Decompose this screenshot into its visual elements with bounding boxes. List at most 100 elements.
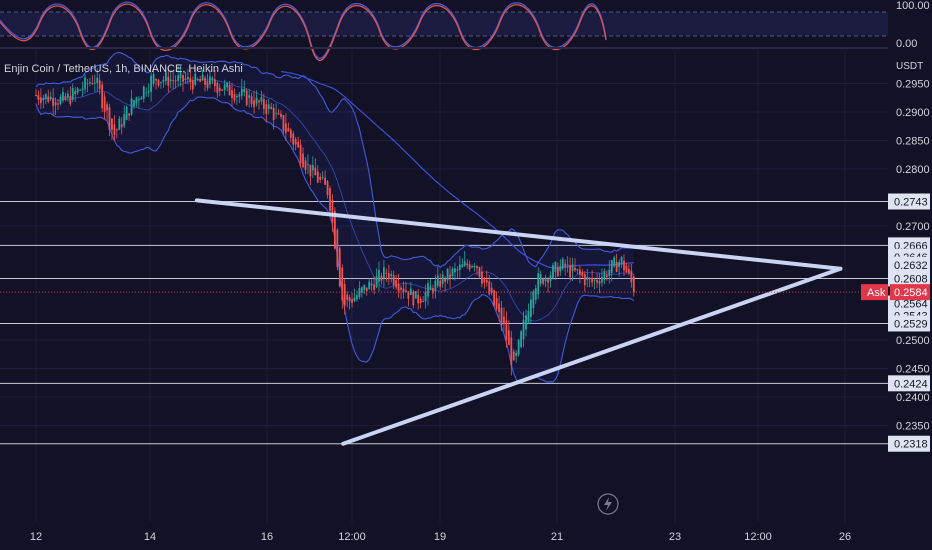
candle-body xyxy=(500,307,503,326)
candle-body xyxy=(140,97,143,100)
candle-body xyxy=(79,89,81,91)
candle-body xyxy=(231,90,233,98)
candle-body xyxy=(206,81,209,88)
candle-body xyxy=(275,112,277,114)
candle-body xyxy=(35,94,37,96)
candle-body xyxy=(157,79,160,86)
candle-body xyxy=(446,268,449,281)
candle-body xyxy=(108,107,111,131)
candle-body xyxy=(311,165,314,171)
candle-body xyxy=(395,280,398,288)
candle-body xyxy=(103,96,106,113)
candle-body xyxy=(556,266,559,276)
candle-body xyxy=(314,167,317,176)
candle-body xyxy=(172,80,175,82)
candle-body xyxy=(89,82,91,84)
candle-body xyxy=(385,272,388,274)
chart-symbol-title: Enjin Coin / TetherUS, 1h, BINANCE, Heik… xyxy=(4,63,243,75)
candle-body xyxy=(133,100,135,107)
candle-body xyxy=(280,113,282,117)
candle-body xyxy=(309,164,312,177)
candle-body xyxy=(419,299,422,304)
candle-body xyxy=(390,274,393,277)
candle-body xyxy=(81,88,84,91)
candle-body xyxy=(248,95,251,98)
candle-body xyxy=(147,91,150,93)
candle-body xyxy=(630,270,633,283)
candle-body xyxy=(297,141,300,148)
candle-body xyxy=(96,77,99,83)
candle-body xyxy=(351,299,353,304)
oscillator-band xyxy=(0,12,888,36)
time-axis[interactable]: 12 14 16 12:00 19 21 23 12:00 26 xyxy=(30,531,851,543)
candle-body xyxy=(429,286,432,290)
candle-body xyxy=(162,79,165,83)
candle-body xyxy=(356,295,358,300)
candle-body xyxy=(177,75,179,81)
candle-body xyxy=(299,144,302,163)
candle-body xyxy=(201,74,204,81)
candle-body xyxy=(228,84,231,96)
candle-body xyxy=(605,275,608,277)
candle-body xyxy=(449,274,451,278)
candle-body xyxy=(505,320,508,341)
candle-body xyxy=(583,274,586,286)
candle-body xyxy=(277,113,280,115)
candle-body xyxy=(69,95,72,104)
candle-body xyxy=(307,164,309,166)
price-axis[interactable]: 0.2950 0.2900 0.2850 0.2800 0.2700 0.2500 0.24… xyxy=(896,79,930,433)
candle-body xyxy=(485,280,488,283)
candle-body xyxy=(400,287,402,290)
price-tick-label: 0.2500 xyxy=(896,335,930,347)
price-tick-label: 0.2850 xyxy=(896,136,930,148)
candle-body xyxy=(476,266,478,269)
triangle-pattern[interactable] xyxy=(194,198,843,446)
candle-body xyxy=(302,153,304,168)
candle-body xyxy=(603,271,606,280)
live-indicator[interactable] xyxy=(597,493,619,515)
time-tick-label: 12:00 xyxy=(338,531,366,543)
live-indicator-ring xyxy=(597,493,619,515)
candle-body xyxy=(530,299,532,317)
candle-body xyxy=(527,310,530,323)
candle-body xyxy=(164,72,167,82)
candle-body xyxy=(343,283,346,306)
candle-body xyxy=(473,266,476,268)
candle-body xyxy=(253,100,255,108)
candle-body xyxy=(478,267,481,277)
candle-body xyxy=(598,281,601,284)
candle-body xyxy=(387,273,390,279)
candle-body xyxy=(632,276,635,293)
candle-body xyxy=(49,96,52,100)
time-tick-label: 19 xyxy=(434,531,446,543)
candle-body xyxy=(407,291,410,299)
candle-body xyxy=(588,278,591,280)
candle-body xyxy=(115,129,118,131)
price-pane-divider xyxy=(0,47,932,49)
candle-body xyxy=(47,96,50,102)
candle-body xyxy=(451,268,454,277)
price-level-box xyxy=(888,375,930,392)
candle-body xyxy=(44,94,47,100)
candle-body xyxy=(596,280,598,283)
candle-body xyxy=(329,188,331,212)
candle-body xyxy=(368,281,371,290)
candle-body xyxy=(270,106,273,109)
candle-body xyxy=(145,92,148,94)
candle-body xyxy=(57,103,59,105)
candle-body xyxy=(512,351,515,361)
candle-body xyxy=(255,97,258,104)
candle-body xyxy=(422,301,424,303)
candle-body xyxy=(427,283,429,297)
candle-body xyxy=(341,267,344,301)
price-level-box xyxy=(888,315,930,332)
candle-body xyxy=(552,265,554,279)
bollinger-middle-line xyxy=(35,78,634,322)
candle-body xyxy=(106,104,108,111)
candle-body xyxy=(189,78,192,83)
candle-body xyxy=(194,73,197,85)
time-tick-label: 21 xyxy=(551,531,563,543)
candle-body xyxy=(383,267,385,279)
candle-body xyxy=(544,277,547,282)
